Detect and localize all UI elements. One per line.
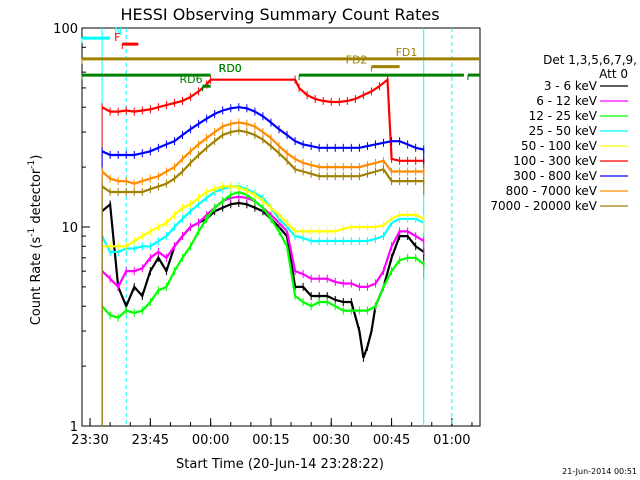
x-tick-label-3: 00:15	[252, 433, 289, 448]
y-axis-label-sup1: -1	[27, 228, 37, 237]
y-tick-label-0: 1	[70, 420, 78, 435]
x-tick-label-2: 00:00	[192, 433, 229, 448]
legend-header-1: Det 1,3,5,6,7,9,	[543, 53, 637, 67]
legend-label-1: 6 - 12 keV	[536, 94, 598, 108]
legend-label-0: 3 - 6 keV	[544, 79, 598, 93]
legend-label-4: 50 - 100 keV	[521, 139, 598, 153]
legend-header-2: Att 0	[599, 67, 628, 81]
flag-label-3: FD2	[346, 54, 368, 67]
timestamp: 21-Jun-2014 00:51	[562, 467, 637, 476]
y-axis-label-tail: detector	[29, 168, 44, 228]
flag-label-4: RD0	[219, 62, 242, 75]
axis-ticks: 23:30 23:45 00:00 00:15 00:30 00:45 01:00 1 10 10…	[53, 22, 473, 448]
flag-label-5: RD0	[219, 62, 242, 75]
flag-label-6: RD0	[219, 62, 242, 75]
flag-label-2: FD1	[396, 46, 418, 59]
legend-label-6: 300 - 800 keV	[513, 169, 597, 183]
legend-label-8: 7000 - 20000 keV	[490, 199, 597, 213]
plot-frame	[81, 27, 481, 427]
x-axis-label: Start Time (20-Jun-14 23:28:22)	[176, 457, 384, 472]
y-tick-label-1: 10	[61, 221, 78, 236]
flag-label-0: N	[114, 25, 122, 38]
x-tick-label-4: 00:30	[313, 433, 350, 448]
plot-area	[81, 27, 481, 427]
legend-label-5: 100 - 300 keV	[513, 154, 597, 168]
series-layer	[101, 75, 425, 426]
flag-label-1: F	[114, 31, 120, 44]
y-axis-label-sup2: -1	[27, 160, 37, 169]
y-axis-label-main: Count Rate (s	[29, 237, 44, 326]
x-tick-label-5: 00:45	[373, 433, 410, 448]
legend-label-7: 800 - 7000 keV	[506, 184, 598, 198]
legend-label-2: 12 - 25 keV	[529, 109, 598, 123]
y-axis-label-close: )	[29, 155, 44, 160]
x-tick-label-1: 23:45	[132, 433, 169, 448]
x-tick-label-6: 01:00	[433, 433, 470, 448]
y-tick-label-2: 100	[53, 22, 78, 37]
x-tick-label-0: 23:30	[71, 433, 108, 448]
series-6	[101, 103, 425, 426]
series-8	[101, 126, 425, 426]
legend-label-3: 25 - 50 keV	[529, 124, 598, 138]
chart-title: HESSI Observing Summary Count Rates	[120, 5, 439, 24]
flag-label-7: RD6	[179, 73, 202, 86]
y-axis-label: Count Rate (s-1 detector-1)	[27, 155, 44, 326]
